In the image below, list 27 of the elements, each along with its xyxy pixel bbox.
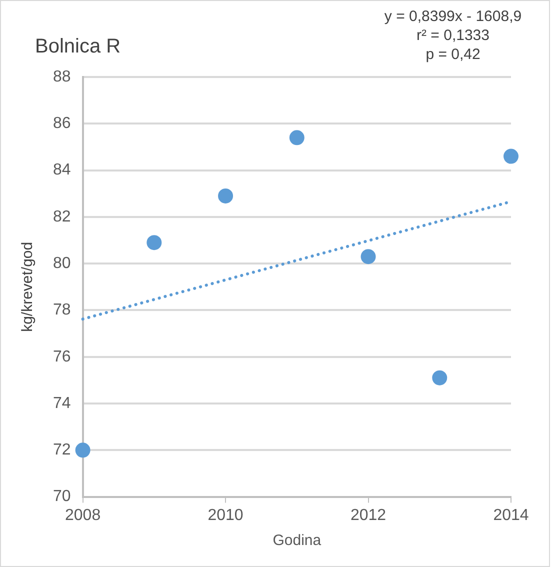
y-tick-label: 78 <box>53 302 71 319</box>
x-tick-label: 2008 <box>65 506 101 524</box>
x-tick-label: 2010 <box>208 506 244 524</box>
y-tick-label: 76 <box>53 348 71 366</box>
text: y = 0,8399x - 1608,9 <box>384 8 522 26</box>
y-tick-label: 88 <box>53 68 71 86</box>
point <box>75 442 90 458</box>
point <box>146 235 162 250</box>
x-tick-label: 2012 <box>350 506 386 524</box>
point <box>289 130 304 146</box>
y-tick-label: 80 <box>53 254 71 272</box>
point <box>360 249 376 264</box>
text: p = 0,42 <box>426 46 480 64</box>
y-tick-label: 86 <box>53 115 71 132</box>
point <box>504 148 518 164</box>
y-tick-label: 72 <box>53 442 71 459</box>
y-tick-label: 84 <box>53 162 71 179</box>
chart-title: Bolnica R <box>35 36 121 58</box>
y-tick-label: 74 <box>53 394 71 412</box>
text: r² = 0,1333 <box>416 27 490 44</box>
x-tick-label: 2014 <box>493 506 529 524</box>
x-axis-title: Godina <box>272 532 322 550</box>
y-tick-label: 82 <box>53 208 71 226</box>
y-axis-title: kg/krevet/god <box>19 242 36 332</box>
y-tick-label: 70 <box>53 488 71 506</box>
point <box>432 370 448 386</box>
point <box>218 188 234 204</box>
